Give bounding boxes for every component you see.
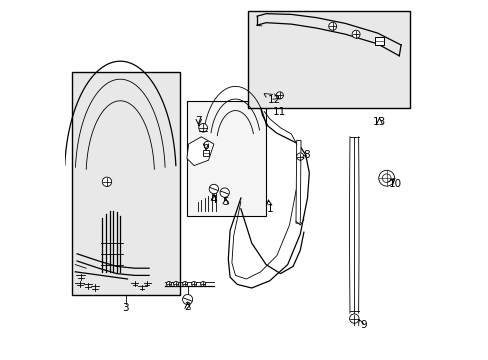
Text: 2: 2 xyxy=(184,302,190,312)
Text: 9: 9 xyxy=(359,320,366,330)
Circle shape xyxy=(276,92,283,99)
Text: 1: 1 xyxy=(266,204,272,214)
Circle shape xyxy=(182,294,192,305)
Text: 8: 8 xyxy=(303,150,309,160)
Text: 4: 4 xyxy=(210,195,217,205)
Text: 10: 10 xyxy=(388,179,402,189)
Bar xyxy=(203,150,208,156)
Text: 12: 12 xyxy=(267,95,281,105)
Polygon shape xyxy=(186,137,213,166)
Circle shape xyxy=(378,170,394,186)
Circle shape xyxy=(351,30,359,38)
Circle shape xyxy=(102,177,111,186)
Text: 11: 11 xyxy=(272,107,285,117)
Text: 3: 3 xyxy=(122,303,129,313)
Circle shape xyxy=(349,314,358,323)
Bar xyxy=(247,11,409,108)
Circle shape xyxy=(296,153,303,160)
Circle shape xyxy=(199,123,207,132)
Circle shape xyxy=(209,184,218,194)
Bar xyxy=(374,37,383,45)
Text: 7: 7 xyxy=(195,116,202,126)
Bar xyxy=(186,101,265,216)
Circle shape xyxy=(328,22,336,30)
Text: 6: 6 xyxy=(202,141,209,151)
Circle shape xyxy=(173,282,178,287)
Polygon shape xyxy=(295,140,301,223)
Circle shape xyxy=(382,174,390,183)
Circle shape xyxy=(220,188,229,197)
Circle shape xyxy=(182,282,187,287)
Bar xyxy=(72,72,179,295)
Text: 13: 13 xyxy=(372,117,386,127)
Circle shape xyxy=(191,282,196,287)
Circle shape xyxy=(200,282,205,287)
Text: 5: 5 xyxy=(222,197,228,207)
Circle shape xyxy=(166,282,171,287)
